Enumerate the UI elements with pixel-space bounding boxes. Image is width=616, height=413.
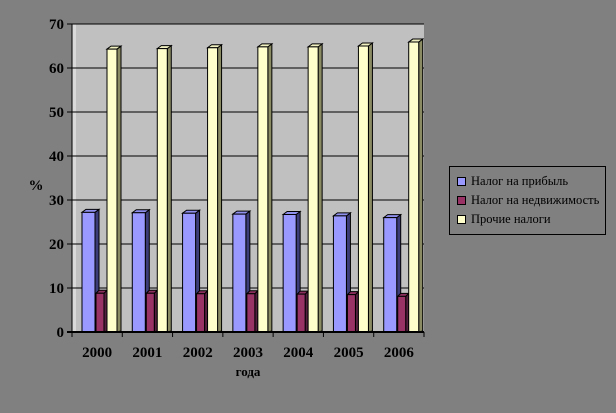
bar-2002-series-2 — [206, 43, 224, 333]
bar-front — [408, 41, 420, 333]
x-tick-label-2003: 2003 — [233, 345, 263, 361]
bar-front — [357, 45, 369, 333]
x-tick-label-2006: 2006 — [384, 345, 415, 361]
y-tick-label-50: 50 — [49, 105, 64, 121]
y-tick-label-0: 0 — [57, 325, 65, 341]
bar-side — [418, 38, 424, 333]
bar-front — [246, 293, 256, 333]
bar-side — [166, 44, 172, 333]
y-axis-title: % — [29, 178, 44, 194]
y-tick-label-60: 60 — [49, 61, 64, 77]
x-tick-label-2000: 2000 — [82, 345, 112, 361]
wall-side — [72, 24, 76, 332]
bar-front — [156, 48, 168, 333]
bar-front — [257, 46, 269, 333]
y-tick-label-40: 40 — [49, 149, 64, 165]
x-tick-label-2002: 2002 — [183, 345, 213, 361]
legend-swatch-profit-tax — [457, 177, 466, 186]
bar-2004-series-2 — [306, 42, 324, 333]
legend-label-realestate-tax: Налог на недвижимость — [471, 193, 600, 207]
bar-side — [317, 42, 323, 333]
bar-front — [346, 294, 356, 333]
bar-2005-series-2 — [356, 42, 374, 333]
y-tick-label-70: 70 — [49, 17, 64, 33]
legend-item-other-taxes: Прочие налоги — [457, 213, 599, 226]
x-tick-label-2004: 2004 — [283, 345, 314, 361]
bar-front — [196, 293, 206, 333]
bar-2001-series-2 — [155, 44, 173, 333]
bar-front — [95, 292, 105, 333]
bar-front — [182, 212, 197, 333]
bar-side — [267, 42, 273, 333]
legend-swatch-realestate-tax — [457, 196, 466, 205]
bar-side — [116, 45, 122, 333]
bar-front — [232, 213, 247, 333]
bar-front — [207, 47, 219, 333]
bar-2003-series-2 — [256, 42, 274, 333]
legend: Налог на прибыль Налог на недвижимость П… — [449, 166, 606, 235]
bar-side — [217, 43, 223, 333]
bar-side — [367, 42, 373, 333]
x-tick-label-2005: 2005 — [334, 345, 364, 361]
bar-2001-series-1 — [145, 289, 159, 333]
y-tick-label-20: 20 — [49, 237, 64, 253]
bar-2005-series-1 — [346, 290, 360, 333]
bar-front — [106, 48, 118, 333]
y-tick-label-30: 30 — [49, 193, 64, 209]
bar-front — [332, 215, 347, 333]
y-tick-label-10: 10 — [49, 281, 64, 297]
bar-2000-series-1 — [94, 289, 109, 333]
bar-front — [145, 292, 155, 333]
bar-2006-series-2 — [407, 38, 425, 333]
bar-2003-series-1 — [245, 289, 260, 333]
bar-front — [282, 214, 297, 333]
bar-front — [81, 211, 96, 333]
x-tick-label-2001: 2001 — [132, 345, 162, 361]
bar-2000-series-2 — [105, 45, 123, 333]
bar-front — [307, 46, 319, 333]
legend-item-profit-tax: Налог на прибыль — [457, 175, 599, 188]
bar-front — [131, 212, 146, 333]
bar-front — [296, 293, 306, 333]
legend-label-other-taxes: Прочие налоги — [471, 212, 551, 226]
bar-2006-series-1 — [396, 292, 410, 333]
legend-item-realestate-tax: Налог на недвижимость — [457, 194, 599, 207]
bar-2002-series-1 — [195, 289, 209, 333]
bar-front — [383, 217, 398, 333]
legend-swatch-other-taxes — [457, 215, 466, 224]
legend-label-profit-tax: Налог на прибыль — [471, 174, 569, 188]
bar-2004-series-1 — [295, 289, 310, 333]
x-axis-title: года — [236, 364, 261, 379]
bar-front — [397, 295, 407, 333]
